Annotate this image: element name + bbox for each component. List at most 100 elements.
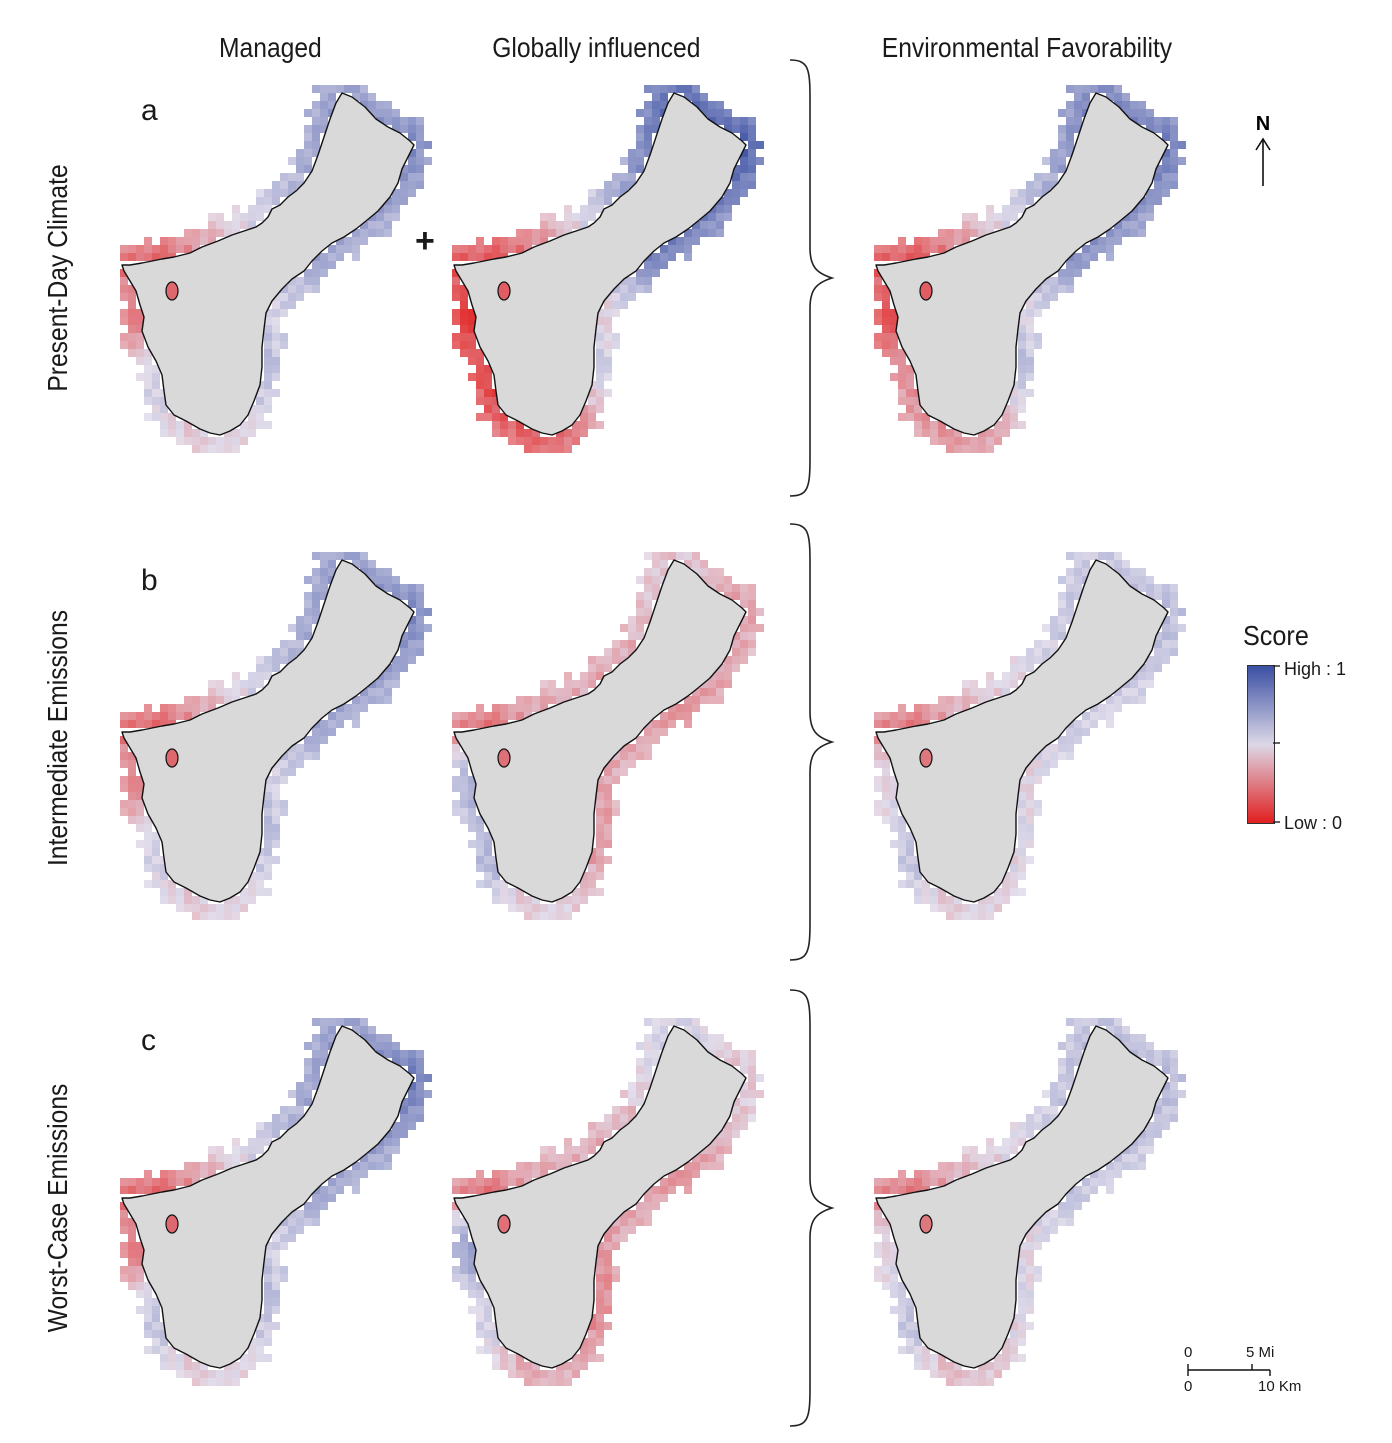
score-cell <box>492 1178 500 1186</box>
score-cell <box>144 720 152 728</box>
score-cell <box>460 760 468 768</box>
score-cell <box>1018 317 1026 325</box>
score-cell <box>604 1258 612 1266</box>
score-cell <box>240 1370 248 1378</box>
score-cell <box>468 349 476 357</box>
score-cell <box>368 93 376 101</box>
score-cell <box>668 1018 676 1026</box>
score-cell <box>740 1082 748 1090</box>
score-cell <box>264 656 272 664</box>
score-cell <box>416 125 424 133</box>
score-cell <box>914 704 922 712</box>
score-cell <box>136 792 144 800</box>
score-cell <box>508 429 516 437</box>
score-cell <box>168 237 176 245</box>
score-cell <box>224 1154 232 1162</box>
score-cell <box>492 253 500 261</box>
score-cell <box>200 237 208 245</box>
score-cell <box>676 245 684 253</box>
score-cell <box>240 213 248 221</box>
score-cell <box>468 712 476 720</box>
score-cell <box>248 221 256 229</box>
score-cell <box>938 704 946 712</box>
score-cell <box>644 149 652 157</box>
score-cell <box>1082 1026 1090 1034</box>
score-cell <box>484 1338 492 1346</box>
score-cell <box>540 688 548 696</box>
score-cell <box>604 1122 612 1130</box>
score-cell <box>368 1146 376 1154</box>
score-cell <box>1010 880 1018 888</box>
score-cell <box>1074 552 1082 560</box>
score-cell <box>144 245 152 253</box>
score-cell <box>272 1266 280 1274</box>
score-cell <box>898 856 906 864</box>
score-cell <box>580 221 588 229</box>
score-cell <box>906 389 914 397</box>
score-cell <box>120 752 128 760</box>
score-cell <box>280 1226 288 1234</box>
score-cell <box>484 1346 492 1354</box>
score-cell <box>644 117 652 125</box>
score-cell <box>328 552 336 560</box>
score-cell <box>1154 584 1162 592</box>
score-cell <box>668 1178 676 1186</box>
map-worst-managed <box>120 1018 432 1386</box>
score-cell <box>296 1114 304 1122</box>
score-cell <box>468 333 476 341</box>
score-cell <box>360 1170 368 1178</box>
score-cell <box>620 1234 628 1242</box>
score-cell <box>120 253 128 261</box>
score-cell <box>1026 301 1034 309</box>
score-cell <box>1074 1034 1082 1042</box>
score-cell <box>1154 173 1162 181</box>
score-cell <box>328 1194 336 1202</box>
score-cell <box>336 720 344 728</box>
score-cell <box>564 896 572 904</box>
score-cell <box>264 189 272 197</box>
score-cell <box>216 912 224 920</box>
score-cell <box>516 1170 524 1178</box>
score-cell <box>564 1138 572 1146</box>
score-cell <box>1066 568 1074 576</box>
score-cell <box>580 1146 588 1154</box>
score-cell <box>692 85 700 93</box>
score-cell <box>604 808 612 816</box>
score-cell <box>748 1090 756 1098</box>
score-cell <box>312 576 320 584</box>
score-cell <box>280 808 288 816</box>
score-cell <box>224 229 232 237</box>
score-cell <box>460 333 468 341</box>
score-cell <box>930 437 938 445</box>
score-cell <box>1034 173 1042 181</box>
score-cell <box>264 664 272 672</box>
score-cell <box>1154 664 1162 672</box>
score-cell <box>128 333 136 341</box>
island-outline <box>121 1025 415 1369</box>
score-cell <box>700 576 708 584</box>
score-cell <box>628 1210 636 1218</box>
score-cell <box>564 205 572 213</box>
score-cell <box>264 1282 272 1290</box>
score-cell <box>168 1178 176 1186</box>
score-cell <box>1122 229 1130 237</box>
score-cell <box>1130 109 1138 117</box>
score-cell <box>922 245 930 253</box>
score-cell <box>596 664 604 672</box>
score-cell <box>1122 696 1130 704</box>
score-cell <box>596 656 604 664</box>
score-cell <box>1154 189 1162 197</box>
score-cell <box>312 1018 320 1026</box>
score-cell <box>344 1170 352 1178</box>
score-cell <box>644 1210 652 1218</box>
score-cell <box>906 720 914 728</box>
score-cell <box>604 309 612 317</box>
score-cell <box>264 1242 272 1250</box>
score-cell <box>144 712 152 720</box>
score-cell <box>1122 1042 1130 1050</box>
score-cell <box>1138 696 1146 704</box>
score-cell <box>168 429 176 437</box>
score-cell <box>946 712 954 720</box>
score-cell <box>1058 1202 1066 1210</box>
score-cell <box>636 125 644 133</box>
